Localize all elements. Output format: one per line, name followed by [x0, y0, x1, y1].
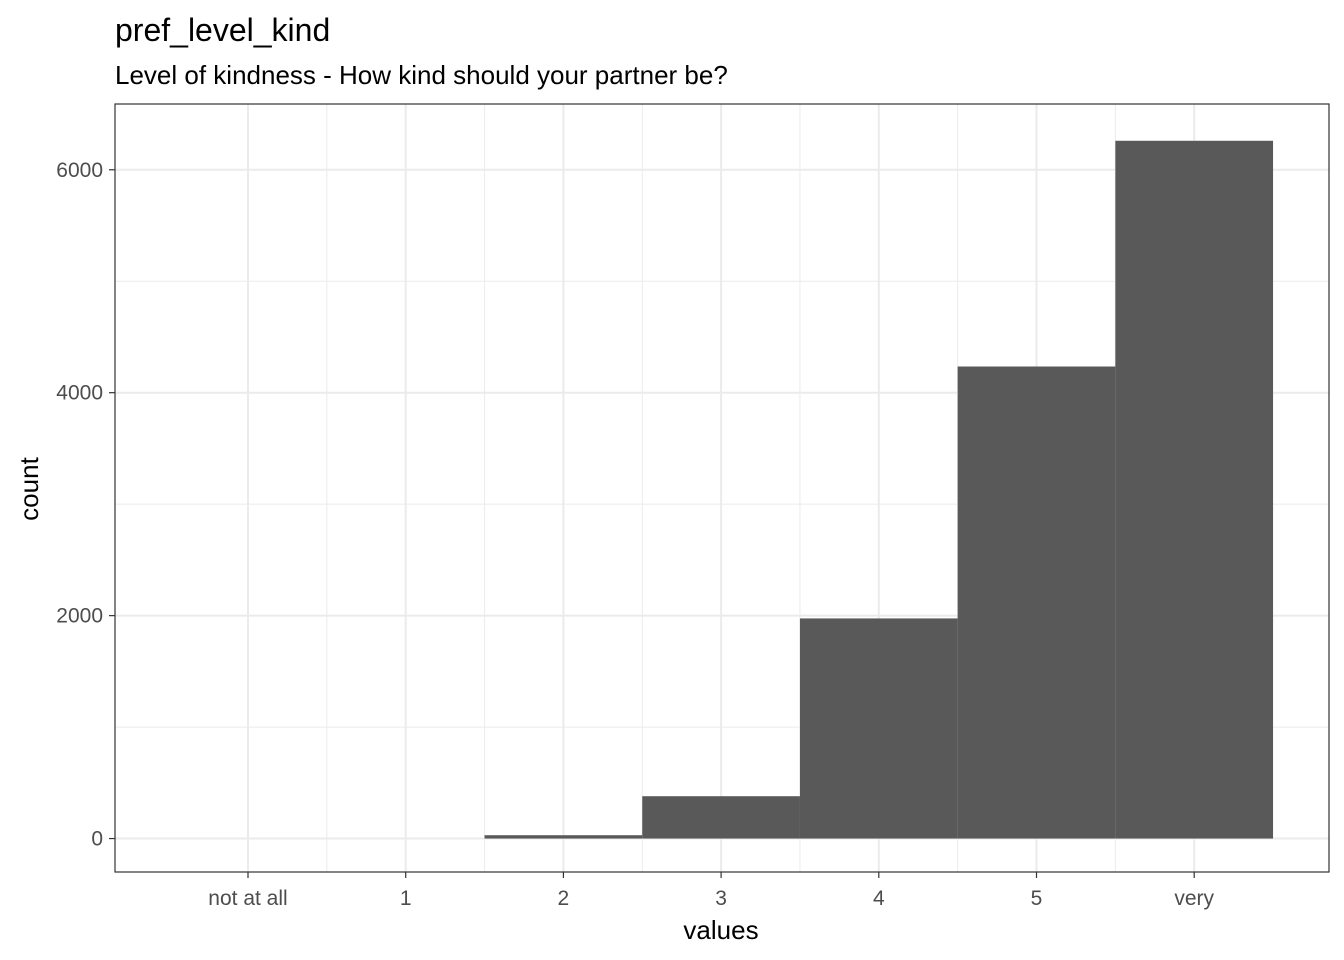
- y-tick-label: 2000: [56, 605, 103, 628]
- x-tick-label: very: [1174, 887, 1214, 910]
- bar-5: [957, 366, 1116, 839]
- y-tick-label: 6000: [56, 159, 103, 182]
- chart-title: pref_level_kind: [115, 12, 330, 48]
- x-axis-ticks: not at all 1 2 3 4 5 very: [208, 872, 1215, 910]
- x-tick-label: not at all: [208, 887, 287, 910]
- x-tick-label: 1: [400, 887, 412, 910]
- x-tick-label: 5: [1031, 887, 1043, 910]
- bar-4: [799, 618, 958, 839]
- bars: [484, 140, 1274, 839]
- panel-border: [114, 103, 1330, 873]
- x-tick-label: 2: [558, 887, 570, 910]
- chart-subtitle: Level of kindness - How kind should your…: [115, 60, 728, 90]
- y-axis-ticks: 0 2000 4000 6000: [56, 159, 115, 851]
- x-tick-label: 3: [715, 887, 727, 910]
- y-tick-label: 0: [91, 828, 103, 851]
- y-tick-label: 4000: [56, 382, 103, 405]
- bar-2: [484, 835, 643, 839]
- bar-very: [1115, 140, 1274, 839]
- y-axis-title: count: [14, 456, 44, 520]
- x-tick-label: 4: [873, 887, 885, 910]
- bar-3: [642, 796, 800, 839]
- x-axis-title: values: [683, 915, 758, 945]
